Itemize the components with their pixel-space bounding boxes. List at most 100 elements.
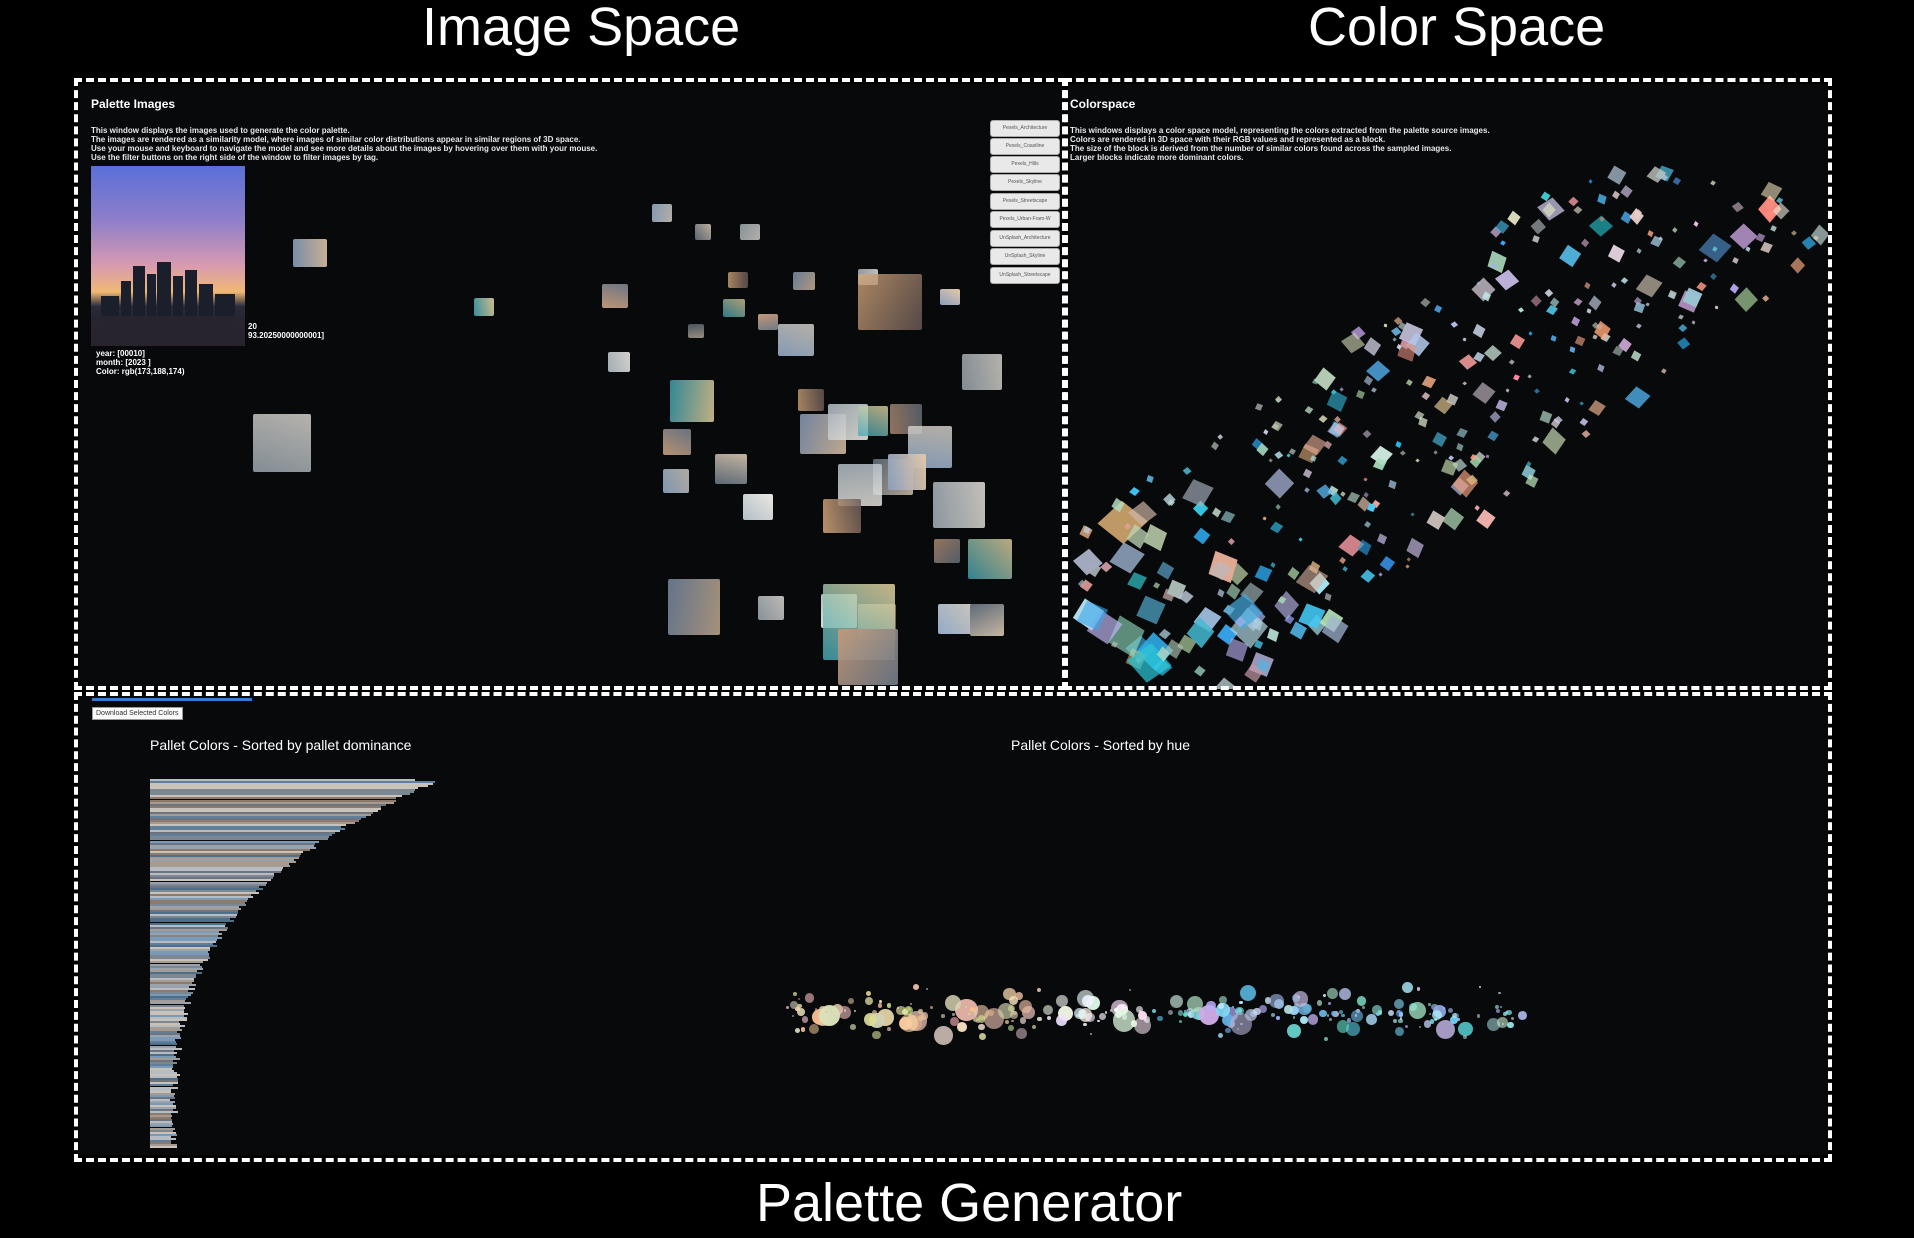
hue-bubble[interactable] (1418, 1025, 1421, 1029)
dominance-bar[interactable] (150, 1141, 171, 1144)
hue-bubble[interactable] (1104, 1011, 1108, 1014)
dominance-bar[interactable] (150, 1043, 177, 1046)
dominance-bar[interactable] (150, 1053, 175, 1056)
dominance-bar[interactable] (150, 824, 347, 827)
dominance-bar[interactable] (150, 873, 275, 876)
dominance-bar[interactable] (150, 1008, 184, 1011)
dominance-bar[interactable] (150, 1031, 177, 1034)
image-thumbnail[interactable] (663, 469, 689, 493)
image-space-panel[interactable]: Palette Images This window displays the … (78, 84, 1062, 689)
dominance-bar[interactable] (150, 795, 402, 798)
dominance-bar[interactable] (150, 1123, 174, 1126)
image-thumbnail[interactable] (888, 454, 926, 490)
hue-bubble[interactable] (1326, 1014, 1330, 1017)
hue-bubble[interactable] (809, 1023, 820, 1034)
hue-bubble[interactable] (1457, 1018, 1460, 1021)
hue-bubble[interactable] (1365, 1013, 1377, 1025)
hue-bubble[interactable] (1404, 1024, 1408, 1028)
dominance-bar[interactable] (150, 1131, 176, 1134)
hue-bubble[interactable] (877, 1002, 883, 1008)
hue-bubble[interactable] (918, 1008, 923, 1014)
dominance-bar[interactable] (150, 936, 223, 939)
dominance-bar[interactable] (150, 1074, 180, 1077)
dominance-bar[interactable] (150, 1045, 177, 1048)
hue-bubble[interactable] (1452, 1013, 1458, 1019)
image-thumbnail[interactable] (933, 482, 985, 528)
dominance-bar[interactable] (150, 813, 371, 816)
hue-bubble[interactable] (1393, 1019, 1398, 1024)
dominance-bar[interactable] (150, 1143, 177, 1146)
dominance-bar[interactable] (150, 881, 267, 884)
dominance-bar[interactable] (150, 1070, 174, 1073)
dominance-bar[interactable] (150, 1129, 173, 1132)
dominance-bar[interactable] (150, 838, 328, 841)
hue-bubble[interactable] (871, 1009, 878, 1015)
dominance-bar[interactable] (150, 1078, 179, 1081)
hue-bubble[interactable] (973, 1010, 978, 1014)
image-thumbnail[interactable] (838, 629, 898, 685)
dominance-bar[interactable] (150, 926, 229, 929)
dominance-bar[interactable] (150, 863, 289, 866)
image-thumbnail[interactable] (715, 454, 747, 484)
dominance-bar[interactable] (150, 1010, 184, 1013)
dominance-bar[interactable] (150, 817, 361, 820)
image-thumbnail[interactable] (670, 380, 714, 422)
hue-bubble[interactable] (1442, 1007, 1445, 1010)
dominance-bar[interactable] (150, 1084, 173, 1087)
hue-bubble[interactable] (793, 992, 798, 997)
dominance-bar[interactable] (150, 867, 284, 870)
hue-bubble[interactable] (979, 1032, 987, 1040)
dominance-bar[interactable] (150, 998, 186, 1001)
dominance-bar[interactable] (150, 1025, 185, 1027)
hue-bubble[interactable] (785, 1005, 789, 1010)
hue-bubble[interactable] (1113, 1008, 1119, 1013)
hue-bubble[interactable] (1076, 989, 1094, 1007)
dominance-bar[interactable] (150, 1055, 177, 1058)
dominance-bar[interactable] (150, 840, 320, 843)
hue-bubble[interactable] (866, 990, 872, 996)
hue-bubble[interactable] (1019, 1017, 1027, 1024)
dominance-bar[interactable] (150, 922, 226, 925)
image-thumbnail[interactable] (740, 224, 760, 240)
hue-bubble[interactable] (1019, 999, 1033, 1013)
hue-bubble[interactable] (1099, 1012, 1107, 1021)
dominance-bar[interactable] (150, 779, 415, 781)
hue-bubble[interactable] (1399, 1012, 1404, 1017)
hue-bubble[interactable] (1476, 1014, 1481, 1018)
dominance-bar[interactable] (150, 895, 254, 898)
dominance-bar[interactable] (150, 988, 195, 991)
dominance-bar[interactable] (150, 799, 397, 802)
image-thumbnail[interactable] (823, 499, 861, 533)
hue-bubble[interactable] (800, 1027, 806, 1032)
dominance-bar[interactable] (150, 1121, 172, 1124)
dominance-bar[interactable] (150, 1072, 177, 1075)
dominance-bar[interactable] (150, 797, 397, 800)
dominance-bar[interactable] (150, 844, 314, 847)
dominance-bar[interactable] (150, 996, 189, 999)
hue-bubble[interactable] (903, 1005, 913, 1015)
dominance-bar[interactable] (150, 854, 301, 857)
dominance-bar[interactable] (150, 1066, 174, 1068)
dominance-bar[interactable] (150, 1082, 179, 1085)
dominance-bar[interactable] (150, 959, 209, 962)
hue-bubble[interactable] (1497, 1017, 1508, 1028)
hue-bubble[interactable] (899, 1013, 918, 1032)
dominance-bar[interactable] (150, 1145, 177, 1148)
hue-bubble[interactable] (969, 1007, 975, 1013)
dominance-bar[interactable] (150, 830, 341, 833)
hue-bubble[interactable] (1253, 1007, 1261, 1016)
hue-bubble[interactable] (1487, 1017, 1500, 1031)
hue-bubble[interactable] (1082, 1022, 1087, 1027)
hue-bubble[interactable] (1229, 1012, 1253, 1036)
dominance-bar[interactable] (150, 992, 194, 995)
hue-bubble[interactable] (1144, 1019, 1147, 1022)
hue-bubble[interactable] (1346, 1022, 1361, 1036)
hue-bubble[interactable] (1089, 1032, 1092, 1035)
dominance-bar[interactable] (150, 1127, 176, 1130)
color-space-panel[interactable]: Colorspace This windows displays a color… (1068, 84, 1828, 689)
image-thumbnail[interactable] (668, 579, 720, 635)
hue-bubble[interactable] (1191, 1009, 1201, 1020)
dominance-bar[interactable] (150, 897, 249, 900)
dominance-bar[interactable] (150, 865, 290, 868)
hue-bubble[interactable] (1276, 1016, 1280, 1020)
